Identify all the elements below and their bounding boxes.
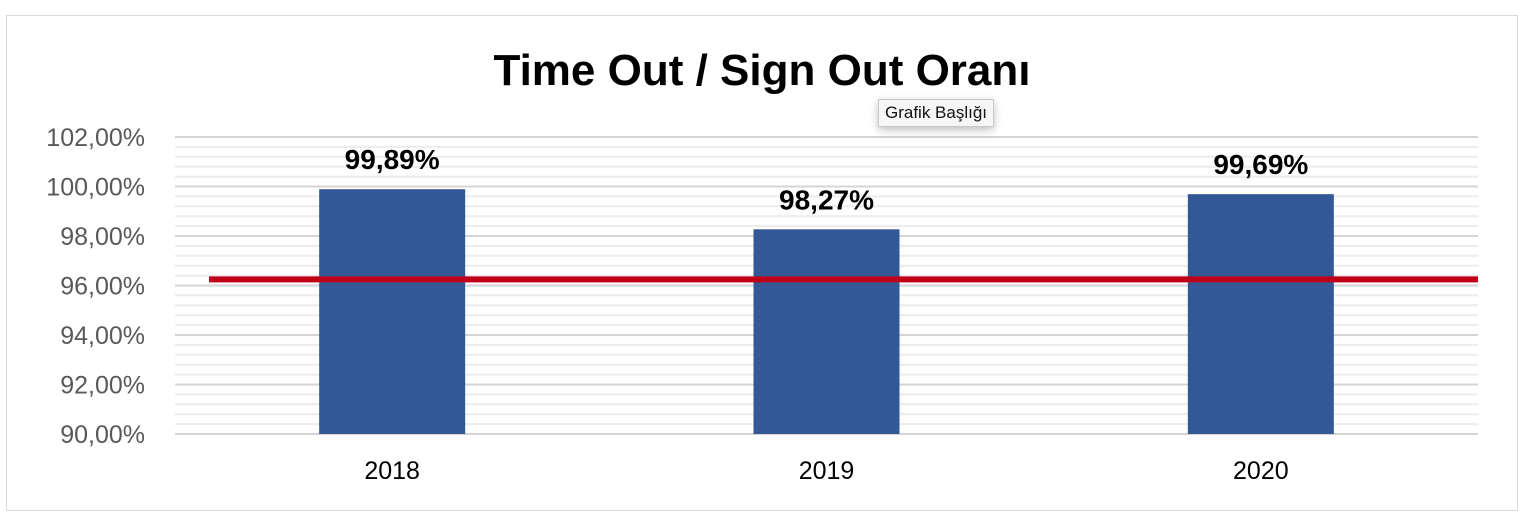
y-tick-label: 98,00% [60, 223, 145, 251]
x-tick-label: 2020 [1233, 457, 1289, 485]
bar-2018[interactable] [319, 189, 466, 434]
data-label: 98,27% [779, 184, 874, 215]
bar-2020[interactable] [1187, 194, 1334, 434]
chart-area[interactable] [6, 15, 1518, 511]
x-tick-label: 2019 [799, 457, 855, 485]
data-label: 99,89% [345, 144, 440, 175]
y-tick-label: 92,00% [60, 372, 145, 400]
y-tick-label: 102,00% [46, 124, 145, 152]
chart-title[interactable]: Time Out / Sign Out Oranı [493, 46, 1030, 95]
y-tick-label: 90,00% [60, 421, 145, 449]
data-label: 99,69% [1213, 149, 1308, 180]
y-tick-label: 100,00% [46, 174, 145, 202]
y-tick-label: 94,00% [60, 322, 145, 350]
x-tick-label: 2018 [364, 457, 420, 485]
tooltip: Grafik Başlığı [878, 99, 995, 127]
y-tick-label: 96,00% [60, 273, 145, 301]
bar-2019[interactable] [753, 229, 900, 434]
